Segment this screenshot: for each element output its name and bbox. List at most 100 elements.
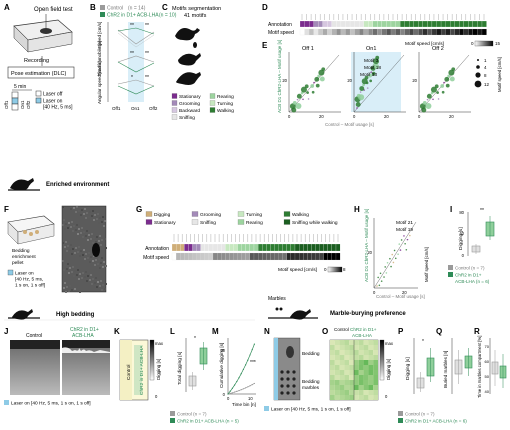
e-scatter-point xyxy=(296,93,302,99)
f-photo-grain xyxy=(88,234,90,236)
n-laser-swatch xyxy=(264,406,269,411)
g-speed-cell xyxy=(237,252,242,261)
g-legend-swatch xyxy=(191,211,199,217)
f-photo-grain xyxy=(78,278,80,280)
g-annotation-cell xyxy=(266,243,271,252)
d-annotation-cell xyxy=(331,20,337,28)
d-annotation-cell xyxy=(422,20,428,28)
d-speed-cell xyxy=(395,28,401,36)
h-ylabel: ACB D1 ChR2-LHA – Motif usage [s] xyxy=(364,209,369,282)
g-annotation-cell xyxy=(212,243,218,252)
d-annotation-cell xyxy=(468,20,474,28)
o-heat-cell xyxy=(368,395,374,400)
e-annot-motif33: Motif 33 xyxy=(360,72,377,78)
o-heat-cell xyxy=(368,360,374,365)
g-legend-label: Grooming xyxy=(200,212,221,218)
o-heat-cell xyxy=(368,375,374,380)
e-scatter-point xyxy=(437,98,440,100)
e-scatter-point xyxy=(373,58,380,65)
d-speed-cell xyxy=(459,28,464,36)
j-photo-control-top xyxy=(10,340,60,349)
b-sig-2: ** xyxy=(145,23,149,29)
h-scatter-point xyxy=(399,249,402,251)
f-photo-grain xyxy=(73,207,75,209)
d-speed-cell xyxy=(404,28,410,36)
d-annotation-cell xyxy=(318,20,323,28)
f-photo-grain xyxy=(101,257,103,259)
c-legend-label: Turning xyxy=(217,101,233,107)
e-scatter-point xyxy=(447,74,450,78)
panel-letter-l: L xyxy=(170,327,175,336)
d-speed-cell xyxy=(413,28,419,36)
h-scatter-point xyxy=(377,276,379,279)
n-bedding-marbles-label-2: marbles xyxy=(302,385,320,391)
g-annotation-cell xyxy=(229,243,234,252)
g-annotation-cell xyxy=(180,243,185,252)
f-photo-grain xyxy=(101,289,103,291)
legend-chr2-n: (n = 10) xyxy=(159,13,177,19)
f-laser-params-1: [40 Hz, 5 ms, xyxy=(15,277,43,283)
d-annotation-cell xyxy=(459,20,464,28)
panel-letter-d: D xyxy=(262,3,268,12)
b-sig-1: ** xyxy=(130,23,134,29)
o-heat-cell xyxy=(363,390,369,395)
f-photo-grain xyxy=(62,242,64,244)
f-photo-grain xyxy=(83,213,85,215)
g-speed-row xyxy=(171,252,341,261)
o-heat-cell xyxy=(354,365,359,370)
f-photo-grain xyxy=(80,250,82,252)
f-pellet-label-line3: pellet xyxy=(12,260,24,266)
o-heatmap xyxy=(330,340,378,400)
d-annotation-cell xyxy=(427,20,433,28)
e-scatter-point xyxy=(432,98,434,101)
panel-letter-o: O xyxy=(322,327,328,336)
marble-title: Marble-burying preference xyxy=(330,311,406,317)
e-scatter-point xyxy=(368,73,372,78)
laser-params: [40 Hz, 5 ms] xyxy=(43,105,73,111)
o-heat-cell xyxy=(363,395,369,400)
arena-wall-front xyxy=(27,31,73,53)
h-scatter-point xyxy=(386,262,389,264)
o-heat-cell xyxy=(344,385,350,390)
g-speed-cell xyxy=(294,252,300,261)
f-photo-grain xyxy=(94,282,96,284)
g-annotation-cell xyxy=(282,243,287,252)
f-photo-grain xyxy=(76,274,78,276)
n-marbles xyxy=(280,370,296,395)
panel-letter-h: H xyxy=(354,205,360,214)
legend-control: Control xyxy=(107,6,123,12)
pose-box xyxy=(7,66,75,79)
o-heat-cell xyxy=(358,390,364,395)
d-annotation-cell xyxy=(322,20,328,28)
e-annot-motif18: Motif 18 xyxy=(364,65,381,71)
o-heat-cell xyxy=(349,395,354,400)
o-heat-cell xyxy=(368,350,374,355)
o-heat-cell xyxy=(358,355,364,360)
g-speed-cell xyxy=(286,252,291,261)
f-photo-grain xyxy=(65,223,67,225)
o-heat-cell xyxy=(339,340,345,345)
o-heat-cell xyxy=(339,350,345,355)
f-photo-grain xyxy=(63,219,65,221)
f-photo-grain xyxy=(97,213,99,215)
d-speed-cell xyxy=(345,28,351,36)
j-photo-control xyxy=(10,340,60,395)
f-photo-grain xyxy=(95,277,97,279)
b-xtick-on1: On1 xyxy=(131,106,140,111)
f-laser-label: Laser on xyxy=(15,271,34,277)
laser-on-swatch xyxy=(35,97,42,104)
b-sig-3: ** xyxy=(130,51,134,57)
e-size-1 xyxy=(477,59,479,61)
h-scatter-point xyxy=(379,272,382,275)
f-photo-grain xyxy=(98,240,100,242)
m-xtick-0: 0 xyxy=(227,396,230,401)
e-scatter-point xyxy=(295,102,302,109)
b-sig-5: * xyxy=(131,75,133,81)
f-photo-grain xyxy=(69,267,71,269)
o-heat-cell xyxy=(363,355,369,360)
g-speed-cell xyxy=(282,252,287,261)
o-heat-cell xyxy=(363,365,369,370)
panel-r: R Time in marbles compartment [%] 40 50 … xyxy=(398,327,507,424)
e-ytick-20: 20 xyxy=(412,78,417,83)
o-heat-cell xyxy=(349,350,354,355)
